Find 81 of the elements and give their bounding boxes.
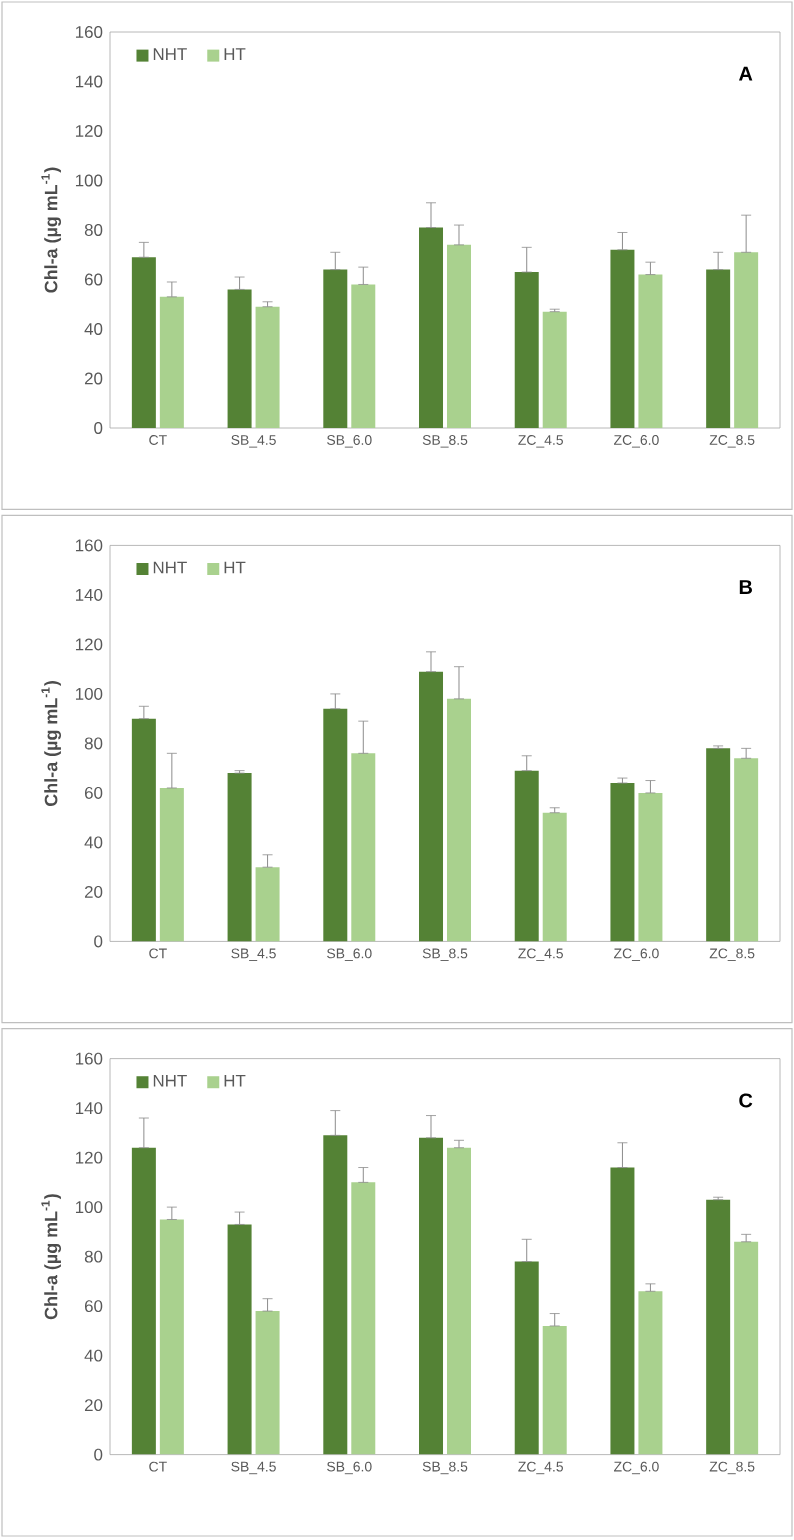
bar [542,311,567,429]
bar [610,783,635,942]
bar [323,1135,348,1455]
bar [734,1241,759,1455]
bar [351,1182,376,1455]
annotation: A [738,66,753,81]
bar [446,698,471,942]
y-tick-label: 100 [75,687,103,700]
y-tick-label: 80 [84,737,103,750]
y-tick-label: 40 [84,1349,103,1362]
bar [131,1147,156,1455]
y-tick-label: 160 [75,26,103,38]
bar [542,812,567,942]
y-tick-label: 160 [75,1052,103,1065]
y-tick-label: 40 [84,836,103,849]
y-tick-label: 100 [75,174,103,187]
bar [734,252,759,429]
bar [419,671,444,942]
bar [351,753,376,942]
bar [255,867,280,942]
y-axis-title: Chl-a (µg mL$^{-1}$) [41,681,62,806]
bar [419,1137,444,1455]
bar [446,244,471,429]
y-tick-label: 0 [94,935,103,948]
legend-label: HT [224,561,246,574]
bar [323,269,348,429]
bar [610,1167,635,1455]
bar [131,257,156,429]
bar [706,1199,731,1455]
legend-label: NHT [153,48,187,60]
bar [542,1325,567,1455]
legend-label: HT [224,1074,246,1087]
bar [514,770,539,942]
y-axis-title: Chl-a (µg mL$^{-1}$) [41,1194,62,1320]
y-tick-label: 60 [85,273,103,286]
y-tick-label: 80 [84,1250,103,1263]
y-tick-label: 80 [84,224,103,236]
y-tick-label: 20 [84,372,103,385]
bar [706,748,731,942]
bar [351,284,376,429]
bar [638,1291,663,1455]
bar [255,306,280,429]
bar [227,773,252,942]
y-tick-label: 20 [84,1399,103,1412]
bar [255,1311,280,1455]
bar [514,272,539,429]
bar [734,758,759,942]
y-tick-label: 140 [75,588,103,601]
bar [159,787,184,942]
y-tick-label: 120 [75,125,103,137]
y-tick-label: 100 [75,1201,103,1214]
bar [159,296,184,429]
y-tick-label: 60 [85,786,103,799]
y-tick-label: 40 [84,323,103,335]
bar [610,249,635,429]
legend-label: NHT [153,561,187,574]
annotation: C [739,1093,753,1108]
bar [323,708,348,942]
y-tick-label: 0 [94,422,103,434]
bar [706,269,731,429]
y-tick-label: 140 [75,75,103,88]
y-tick-label: 120 [75,638,103,651]
legend-label: HT [224,48,246,60]
bar [131,718,156,942]
annotation: B [739,580,752,594]
y-tick-label: 160 [75,539,103,552]
y-tick-label: 60 [85,1300,103,1313]
bar [419,227,444,429]
y-tick-label: 0 [94,1448,103,1461]
bar [159,1219,184,1455]
legend-label: NHT [153,1074,187,1087]
y-tick-label: 140 [75,1102,103,1115]
bar [446,1147,471,1455]
bar [638,792,663,942]
y-tick-label: 20 [84,885,103,898]
bar [227,289,252,429]
bar [227,1224,252,1455]
y-tick-label: 120 [75,1151,103,1164]
bar [514,1261,539,1455]
y-axis-title: Chl-a (µg mL$^{-1}$) [41,167,62,293]
bar [638,274,663,429]
